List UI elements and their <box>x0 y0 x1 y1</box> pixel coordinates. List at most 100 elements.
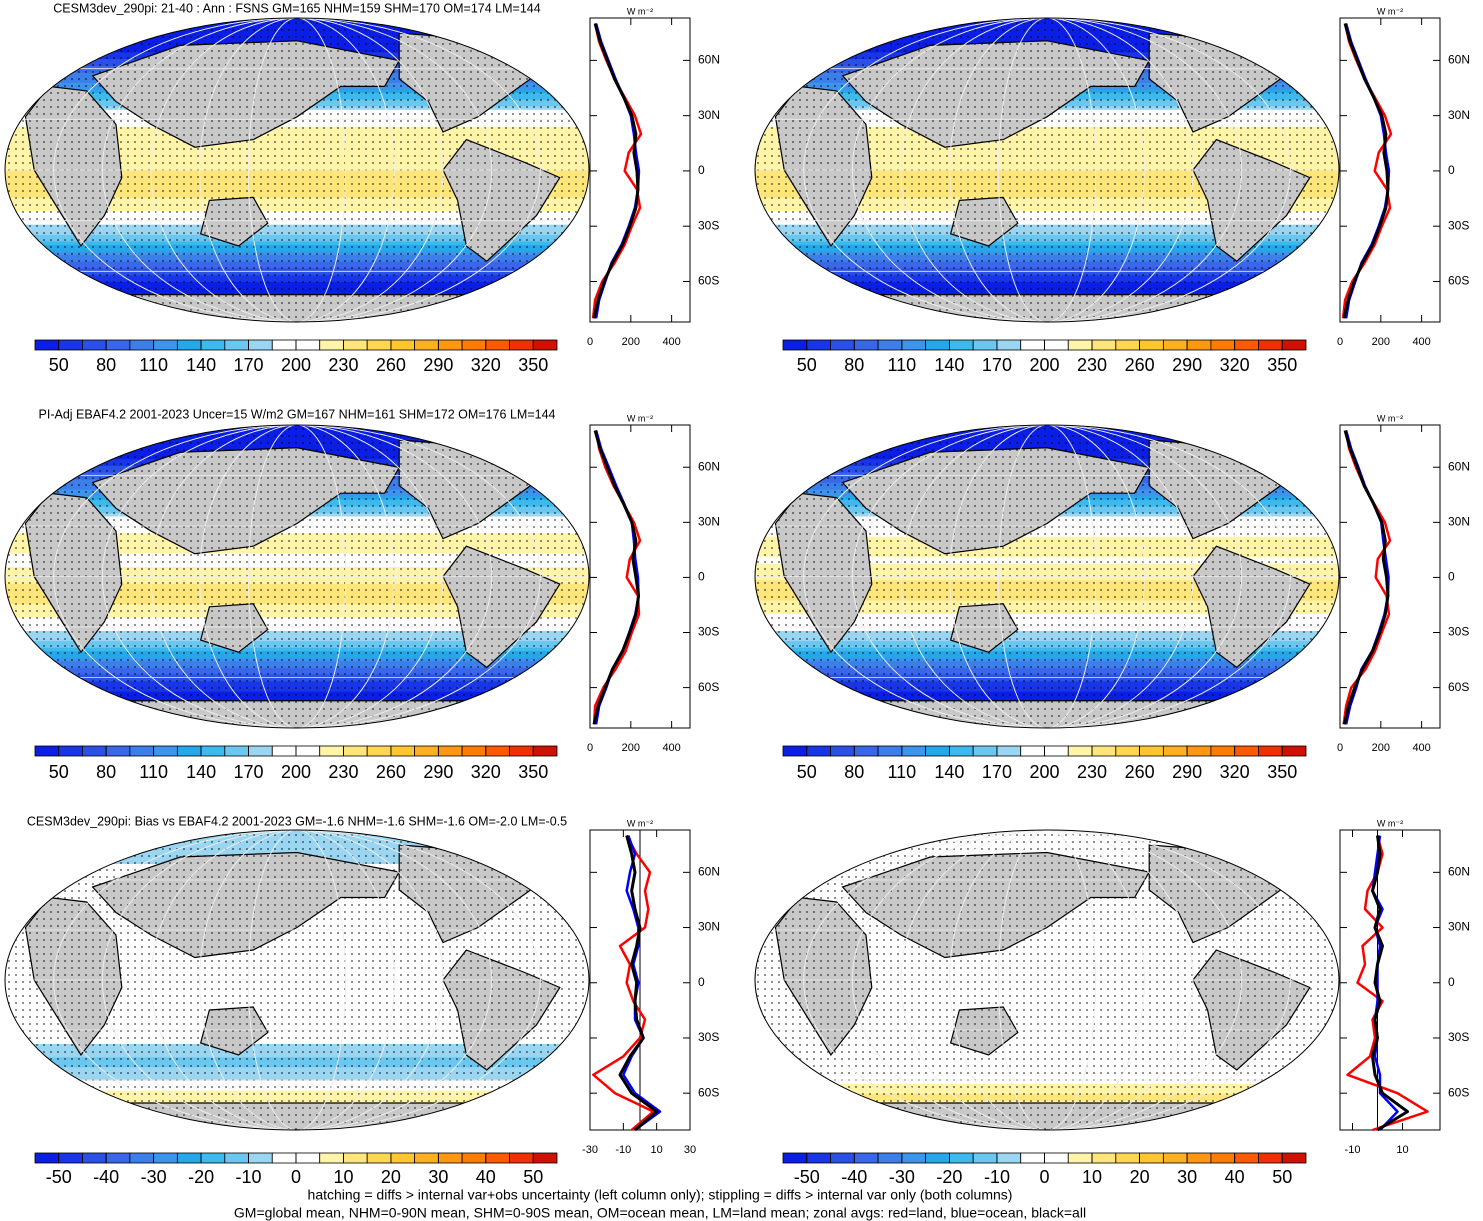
colorbar-box <box>34 339 60 351</box>
colorbar-label: 170 <box>982 355 1012 375</box>
colorbar-box <box>153 339 178 351</box>
colorbar-label: 290 <box>1172 762 1202 782</box>
colorbar-box <box>782 745 808 757</box>
y-tick-label: 30S <box>698 625 719 639</box>
x-tick-label: 10 <box>1396 1144 1408 1156</box>
colorbar-box <box>176 1152 202 1164</box>
colorbar-box <box>58 339 83 351</box>
y-tick-label: 0 <box>1448 570 1455 584</box>
colorbar-box <box>1139 339 1164 351</box>
colorbar-box <box>224 1152 249 1164</box>
colorbar-label: 110 <box>139 762 168 782</box>
colorbar-box <box>343 1152 368 1164</box>
colorbar-label: 350 <box>1267 762 1297 782</box>
zonal-line <box>1371 835 1409 1132</box>
x-tick-label: 0 <box>587 742 593 754</box>
colorbar-box <box>853 1152 879 1164</box>
colorbar-box <box>1044 339 1069 351</box>
colorbar-box <box>105 745 131 757</box>
colorbar-label: 260 <box>1125 762 1155 782</box>
colorbar-box <box>271 339 297 351</box>
colorbar-box <box>1067 339 1093 351</box>
colorbar-box <box>509 339 534 351</box>
colorbar-box <box>82 339 107 351</box>
panel-title: PI-Adj EBAF4.2 2001-2023 Uncer=15 W/m2 G… <box>39 407 556 421</box>
colorbar-box <box>105 339 131 351</box>
colorbar-box <box>366 1152 392 1164</box>
colorbar-box <box>248 339 273 351</box>
y-tick-label: 60N <box>1448 53 1470 67</box>
zonal-frame <box>1339 424 1441 729</box>
colorbar-label: 110 <box>888 355 917 375</box>
colorbar-label: -40 <box>841 1167 867 1187</box>
x-tick-label: -10 <box>1345 1144 1361 1156</box>
colorbar-label: 230 <box>328 762 358 782</box>
colorbar-box <box>830 339 855 351</box>
y-tick-label: 60S <box>1448 680 1469 694</box>
y-tick-label: 60N <box>698 53 720 67</box>
colorbar-box <box>390 339 416 351</box>
colorbar-box <box>1281 1152 1307 1164</box>
colorbar-box <box>996 339 1022 351</box>
colorbar-box <box>532 745 558 757</box>
colorbar-box <box>1210 745 1236 757</box>
colorbar-label: 140 <box>186 355 216 375</box>
zonal-line <box>1342 23 1390 319</box>
colorbar-label: 200 <box>1029 762 1059 782</box>
colorbar-box <box>532 1152 558 1164</box>
colorbar-label: 50 <box>797 355 817 375</box>
colorbar-box <box>366 339 392 351</box>
map <box>5 18 589 322</box>
colorbar-box <box>105 1152 131 1164</box>
colorbar-box <box>129 745 155 757</box>
colorbar-box <box>34 745 60 757</box>
colorbar-box <box>949 339 974 351</box>
y-tick-label: 0 <box>1448 975 1455 989</box>
colorbar-box <box>1115 1152 1140 1164</box>
colorbar-box <box>1139 745 1164 757</box>
colorbar-box <box>877 339 903 351</box>
map <box>755 425 1339 728</box>
y-tick-label: 60N <box>1448 459 1470 473</box>
colorbar-box <box>1044 745 1069 757</box>
unit-label: W m⁻² <box>627 818 653 828</box>
colorbar-box <box>509 745 534 757</box>
colorbar-box <box>1044 1152 1069 1164</box>
colorbar-box <box>1115 339 1140 351</box>
map-border <box>4 829 590 1131</box>
colorbar-label: 170 <box>982 762 1012 782</box>
y-tick-label: 0 <box>1448 163 1455 177</box>
colorbar-box <box>877 745 903 757</box>
colorbar-box <box>1020 339 1045 351</box>
colorbar-label: -30 <box>889 1167 915 1187</box>
colorbar-box <box>1091 745 1117 757</box>
colorbar-label: 320 <box>471 355 501 375</box>
colorbar-box <box>295 339 321 351</box>
colorbar-box <box>58 745 83 757</box>
colorbar-box <box>153 1152 178 1164</box>
colorbar-box <box>319 1152 344 1164</box>
unit-label: W m⁻² <box>627 6 653 16</box>
colorbar-box <box>461 339 487 351</box>
colorbar-box <box>1234 1152 1259 1164</box>
zonal-line <box>1343 430 1390 725</box>
colorbar-box <box>485 339 510 351</box>
colorbar-box <box>901 745 927 757</box>
y-tick-label: 0 <box>698 163 705 177</box>
y-tick-label: 30S <box>698 218 719 232</box>
colorbar-label: -50 <box>46 1167 72 1187</box>
colorbar-box <box>1162 339 1188 351</box>
colorbar-box <box>1020 745 1045 757</box>
colorbar-box <box>224 339 249 351</box>
colorbar-label: 50 <box>49 762 69 782</box>
colorbar-box <box>248 1152 273 1164</box>
unit-label: W m⁻² <box>1377 818 1403 828</box>
colorbar-label: -10 <box>236 1167 262 1187</box>
colorbar-box <box>853 339 879 351</box>
y-tick-label: 30N <box>698 920 720 934</box>
colorbar-label: 260 <box>376 355 406 375</box>
colorbar-box <box>901 339 927 351</box>
map-border <box>754 829 1340 1131</box>
colorbar-box <box>271 745 297 757</box>
colorbar-label: -10 <box>984 1167 1010 1187</box>
